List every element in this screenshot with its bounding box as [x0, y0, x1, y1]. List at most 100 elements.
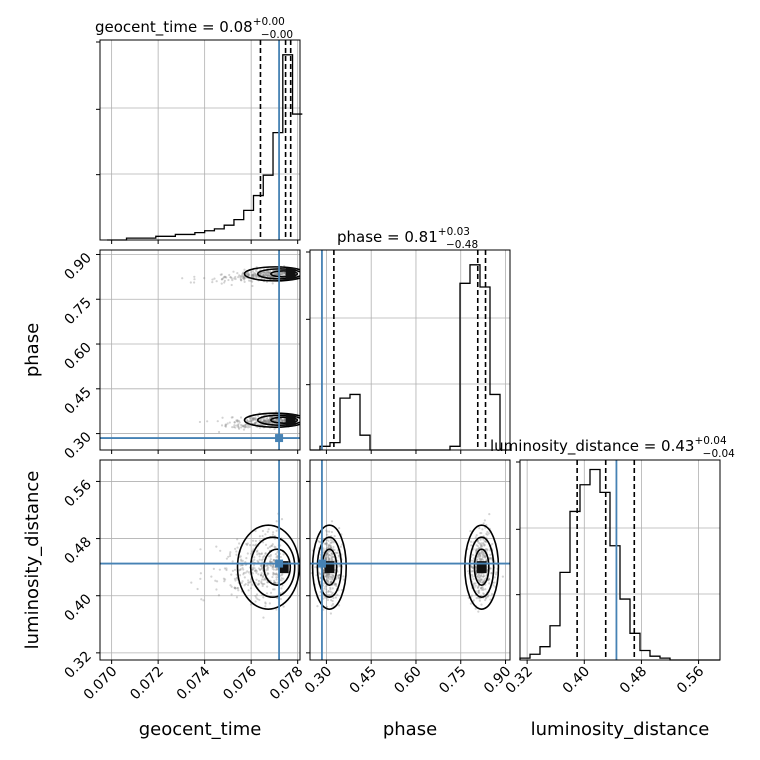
scatter-point [478, 597, 481, 600]
scatter-point [325, 559, 328, 562]
scatter-point [470, 564, 473, 567]
scatter-point [251, 568, 255, 571]
scatter-point [327, 590, 330, 593]
scatter-point [327, 544, 330, 547]
scatter-point [263, 419, 266, 422]
scatter-point [329, 541, 332, 544]
scatter-point [337, 577, 340, 580]
scatter-point [230, 585, 233, 588]
scatter-point [489, 553, 492, 557]
scatter-point [281, 273, 284, 276]
scatter-point [476, 586, 479, 590]
scatter-point [268, 419, 271, 422]
scatter-point [261, 541, 265, 544]
scatter-point [486, 548, 489, 551]
scatter-point [266, 568, 269, 571]
scatter-point [482, 553, 485, 556]
scatter-point [264, 578, 267, 581]
scatter-point [193, 278, 196, 281]
scatter-point [477, 555, 480, 558]
scatter-point [258, 558, 261, 561]
scatter-point [271, 588, 275, 591]
scatter-point [478, 546, 481, 550]
scatter-point [480, 551, 483, 554]
scatter-point [325, 553, 328, 556]
pair-frame [309, 459, 511, 661]
scatter-point [489, 567, 492, 570]
scatter-point [216, 420, 219, 423]
scatter-point [242, 568, 245, 571]
hist-bar [340, 398, 350, 450]
scatter-point [267, 271, 270, 274]
scatter-point [252, 564, 256, 567]
scatter-point [243, 426, 247, 429]
scatter-point [265, 273, 269, 276]
scatter-point [480, 586, 483, 589]
scatter-point [249, 418, 252, 421]
scatter-point [246, 274, 249, 277]
scatter-point [323, 587, 326, 590]
scatter-point [329, 538, 333, 542]
scatter-point [238, 421, 241, 424]
scatter-point [279, 592, 282, 595]
scatter-point [263, 577, 267, 580]
truth-marker [317, 559, 326, 568]
scatter-point [262, 616, 265, 619]
scatter-point [478, 578, 481, 581]
scatter-point [266, 567, 269, 570]
scatter-point [260, 567, 263, 570]
scatter-point [323, 582, 326, 585]
scatter-point [264, 533, 267, 536]
scatter-point [266, 420, 269, 423]
scatter-point [235, 550, 238, 553]
density-layer [190, 512, 300, 619]
scatter-point [273, 545, 276, 548]
scatter-point [283, 272, 287, 275]
contour [243, 412, 300, 428]
scatter-point [280, 574, 283, 577]
scatter-point [325, 553, 328, 556]
scatter-point [330, 552, 334, 555]
scatter-point [268, 545, 271, 548]
hist-bar [224, 225, 234, 240]
scatter-point [324, 542, 328, 545]
scatter-point [329, 575, 332, 578]
scatter-point [275, 572, 278, 575]
scatter-point [253, 567, 256, 570]
scatter-point [481, 587, 485, 590]
scatter-point [281, 274, 285, 277]
density-layer [181, 264, 300, 434]
scatter-point [327, 544, 331, 547]
scatter-point [282, 577, 285, 580]
scatter-point [246, 543, 249, 546]
scatter-point [326, 576, 330, 579]
scatter-point [235, 596, 239, 599]
scatter-point [477, 590, 480, 593]
scatter-point [267, 271, 270, 274]
scatter-point [234, 587, 237, 590]
scatter-point [337, 554, 340, 557]
scatter-point [274, 573, 278, 576]
scatter-point [276, 418, 279, 421]
scatter-point [331, 553, 334, 556]
scatter-point [253, 422, 256, 425]
xlabel-geocent-time: geocent_time [139, 719, 262, 740]
scatter-point [334, 551, 337, 554]
scatter-point [233, 424, 236, 427]
scatter-point [330, 576, 333, 579]
scatter-point [328, 553, 331, 557]
x-tick-label: 0.078 [267, 664, 307, 704]
hist-frame [309, 249, 511, 451]
scatter-point [202, 599, 205, 602]
scatter-point [262, 420, 265, 423]
hist-bar [540, 647, 550, 660]
scatter-point [218, 568, 221, 571]
scatter-point [254, 269, 258, 272]
y-tick-label: 0.56 [61, 477, 94, 510]
scatter-point [237, 427, 241, 430]
scatter-point [327, 580, 330, 583]
scatter-point [217, 430, 221, 434]
scatter-point [229, 551, 232, 554]
scatter-point [247, 579, 250, 582]
scatter-point [471, 575, 474, 578]
